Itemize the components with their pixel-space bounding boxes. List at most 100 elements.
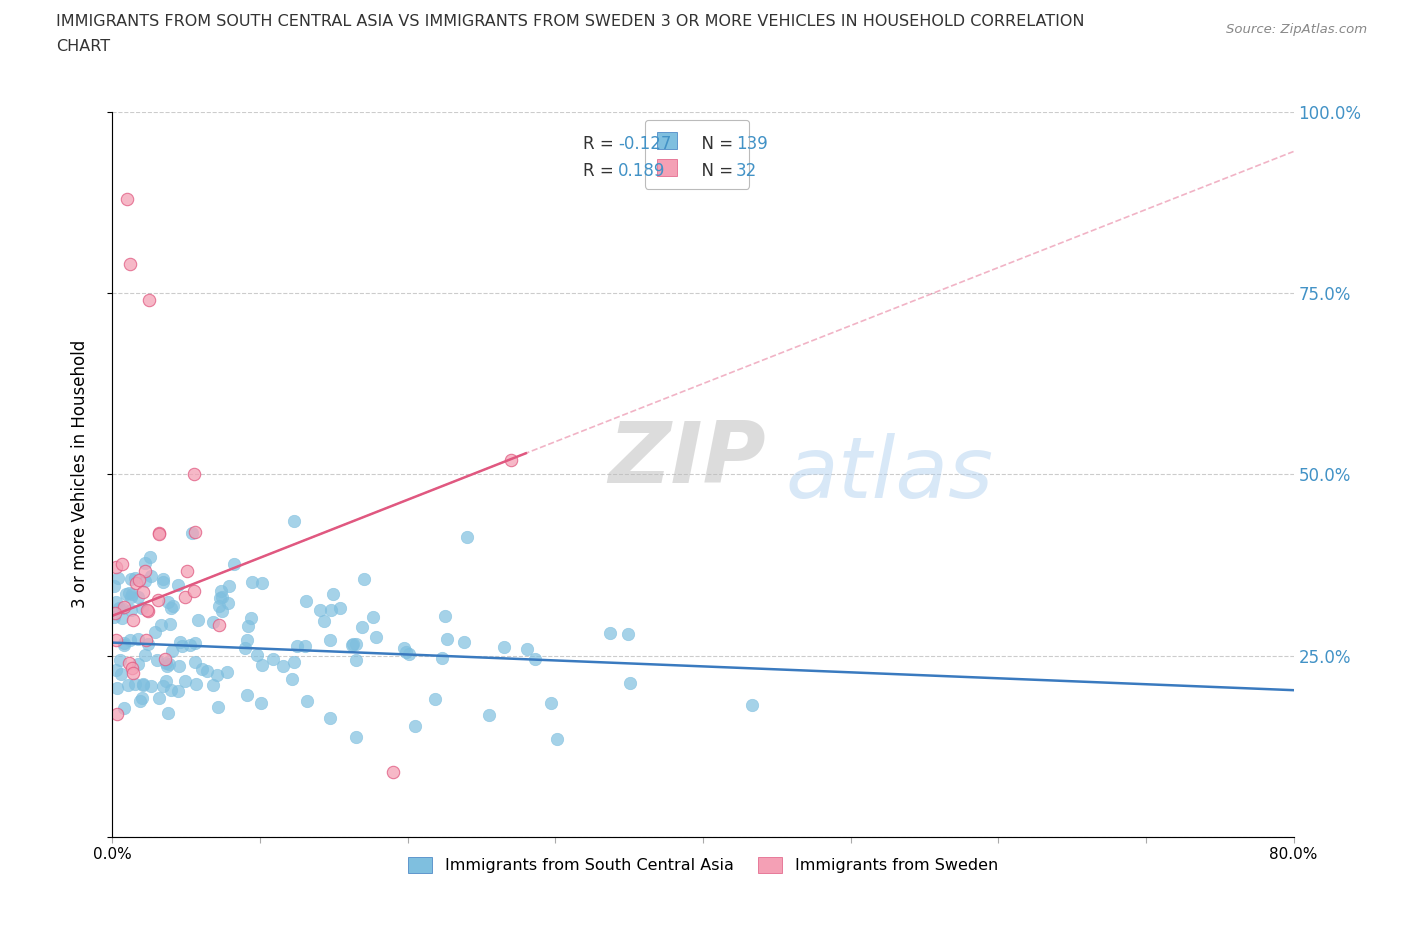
Point bbox=[398, 647, 420, 662]
Point bbox=[150, 618, 173, 632]
Point bbox=[134, 556, 156, 571]
Point bbox=[127, 657, 149, 671]
Point bbox=[156, 705, 179, 720]
Point bbox=[215, 665, 238, 680]
Point bbox=[201, 677, 224, 692]
Text: N =: N = bbox=[692, 135, 738, 153]
Point bbox=[207, 668, 229, 683]
Point bbox=[129, 694, 152, 709]
Point bbox=[494, 640, 516, 655]
Point bbox=[280, 672, 302, 687]
Point bbox=[135, 632, 157, 647]
Point bbox=[159, 617, 181, 631]
Point bbox=[155, 656, 177, 671]
Point bbox=[322, 587, 344, 602]
Point bbox=[183, 525, 205, 539]
Point bbox=[211, 590, 233, 604]
Point bbox=[224, 557, 246, 572]
Point bbox=[208, 598, 231, 613]
Point bbox=[285, 638, 308, 653]
Point bbox=[156, 658, 179, 673]
Text: 139: 139 bbox=[737, 135, 768, 153]
Point bbox=[295, 694, 318, 709]
Point bbox=[110, 667, 132, 682]
Point bbox=[157, 657, 180, 671]
Point bbox=[456, 530, 478, 545]
Point bbox=[191, 662, 214, 677]
Point bbox=[124, 677, 146, 692]
Point bbox=[169, 634, 191, 649]
Point bbox=[152, 575, 174, 590]
Point bbox=[209, 591, 232, 605]
Point bbox=[136, 603, 159, 618]
Point bbox=[122, 613, 145, 628]
Point bbox=[342, 637, 364, 652]
Point bbox=[361, 609, 384, 624]
Point bbox=[112, 637, 135, 652]
Point bbox=[183, 584, 205, 599]
Point bbox=[115, 586, 138, 601]
Point bbox=[208, 618, 231, 632]
Point bbox=[283, 513, 305, 528]
Point bbox=[312, 614, 335, 629]
Point bbox=[121, 587, 143, 602]
Point bbox=[120, 257, 142, 272]
Point bbox=[239, 610, 262, 625]
Point bbox=[249, 696, 271, 711]
Point bbox=[128, 573, 150, 588]
Point bbox=[125, 576, 148, 591]
Point bbox=[127, 590, 149, 604]
Point bbox=[138, 293, 160, 308]
Point bbox=[153, 651, 176, 666]
Point bbox=[240, 575, 263, 590]
Point bbox=[524, 652, 547, 667]
Point bbox=[117, 678, 139, 693]
Point bbox=[127, 631, 149, 646]
Point bbox=[344, 729, 367, 744]
Text: R =: R = bbox=[582, 135, 619, 153]
Text: IMMIGRANTS FROM SOUTH CENTRAL ASIA VS IMMIGRANTS FROM SWEDEN 3 OR MORE VEHICLES : IMMIGRANTS FROM SOUTH CENTRAL ASIA VS IM… bbox=[56, 14, 1085, 29]
Point bbox=[436, 631, 458, 646]
Point bbox=[104, 606, 127, 621]
Point bbox=[112, 635, 135, 650]
Point bbox=[105, 707, 128, 722]
Point bbox=[131, 677, 153, 692]
Point bbox=[546, 732, 568, 747]
Point bbox=[202, 615, 225, 630]
Point bbox=[134, 564, 156, 578]
Point bbox=[238, 618, 260, 633]
Point bbox=[152, 572, 174, 587]
Point bbox=[111, 610, 134, 625]
Point bbox=[344, 653, 367, 668]
Point bbox=[131, 691, 153, 706]
Point bbox=[184, 636, 207, 651]
Point bbox=[148, 525, 170, 540]
Text: Source: ZipAtlas.com: Source: ZipAtlas.com bbox=[1226, 23, 1367, 36]
Point bbox=[112, 600, 135, 615]
Legend: Immigrants from South Central Asia, Immigrants from Sweden: Immigrants from South Central Asia, Immi… bbox=[402, 850, 1004, 880]
Point bbox=[599, 626, 621, 641]
Point bbox=[262, 651, 284, 666]
Point bbox=[176, 564, 198, 578]
Point bbox=[404, 718, 426, 733]
Point bbox=[540, 696, 562, 711]
Point bbox=[184, 676, 207, 691]
Point bbox=[138, 550, 160, 565]
Point bbox=[430, 650, 453, 665]
Point bbox=[209, 583, 232, 598]
Point bbox=[319, 633, 342, 648]
Point bbox=[136, 604, 159, 618]
Point bbox=[136, 637, 159, 652]
Text: N =: N = bbox=[692, 162, 744, 180]
Point bbox=[108, 653, 131, 668]
Point bbox=[309, 603, 332, 618]
Point bbox=[162, 599, 184, 614]
Point bbox=[166, 578, 188, 592]
Point bbox=[157, 594, 180, 609]
Point bbox=[395, 645, 418, 660]
Point bbox=[236, 632, 259, 647]
Point bbox=[218, 578, 240, 593]
Point bbox=[366, 630, 388, 644]
Point bbox=[170, 639, 193, 654]
Point bbox=[211, 604, 233, 618]
